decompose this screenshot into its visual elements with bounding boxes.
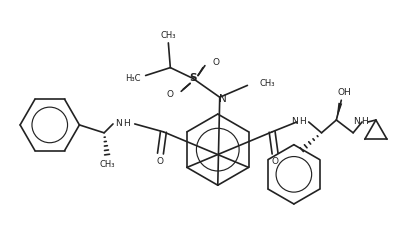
- Text: S: S: [189, 73, 197, 83]
- Text: CH₃: CH₃: [161, 32, 176, 41]
- Text: O: O: [212, 58, 219, 67]
- Text: N: N: [116, 119, 122, 128]
- Text: OH: OH: [337, 88, 351, 97]
- Text: N: N: [291, 118, 298, 127]
- Text: H: H: [124, 119, 130, 128]
- Text: H₃C: H₃C: [125, 74, 141, 83]
- Text: CH₃: CH₃: [259, 79, 275, 88]
- Text: N: N: [219, 94, 227, 104]
- Text: CH₃: CH₃: [99, 160, 115, 169]
- Text: O: O: [167, 90, 174, 99]
- Text: H: H: [299, 118, 306, 127]
- Text: O: O: [272, 157, 278, 166]
- Text: O: O: [157, 157, 164, 166]
- Text: H: H: [361, 118, 367, 127]
- Text: N: N: [353, 118, 360, 127]
- Polygon shape: [336, 103, 342, 120]
